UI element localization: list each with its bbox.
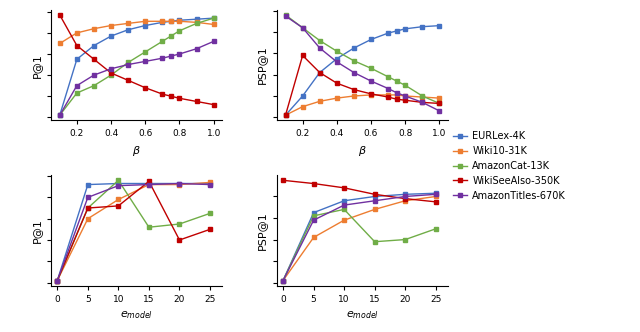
- X-axis label: $\beta$: $\beta$: [132, 144, 141, 158]
- Y-axis label: P@1: P@1: [31, 53, 42, 77]
- X-axis label: $e_{model}$: $e_{model}$: [120, 309, 153, 321]
- Y-axis label: P@1: P@1: [31, 218, 42, 243]
- Y-axis label: PSP@1: PSP@1: [257, 211, 268, 250]
- X-axis label: $e_{model}$: $e_{model}$: [346, 309, 379, 321]
- Legend: EURLex-4K, Wiki10-31K, AmazonCat-13K, WikiSeeAlso-350K, AmazonTitles-670K: EURLex-4K, Wiki10-31K, AmazonCat-13K, Wi…: [453, 131, 566, 201]
- Y-axis label: PSP@1: PSP@1: [257, 46, 268, 84]
- X-axis label: $\beta$: $\beta$: [358, 144, 367, 158]
